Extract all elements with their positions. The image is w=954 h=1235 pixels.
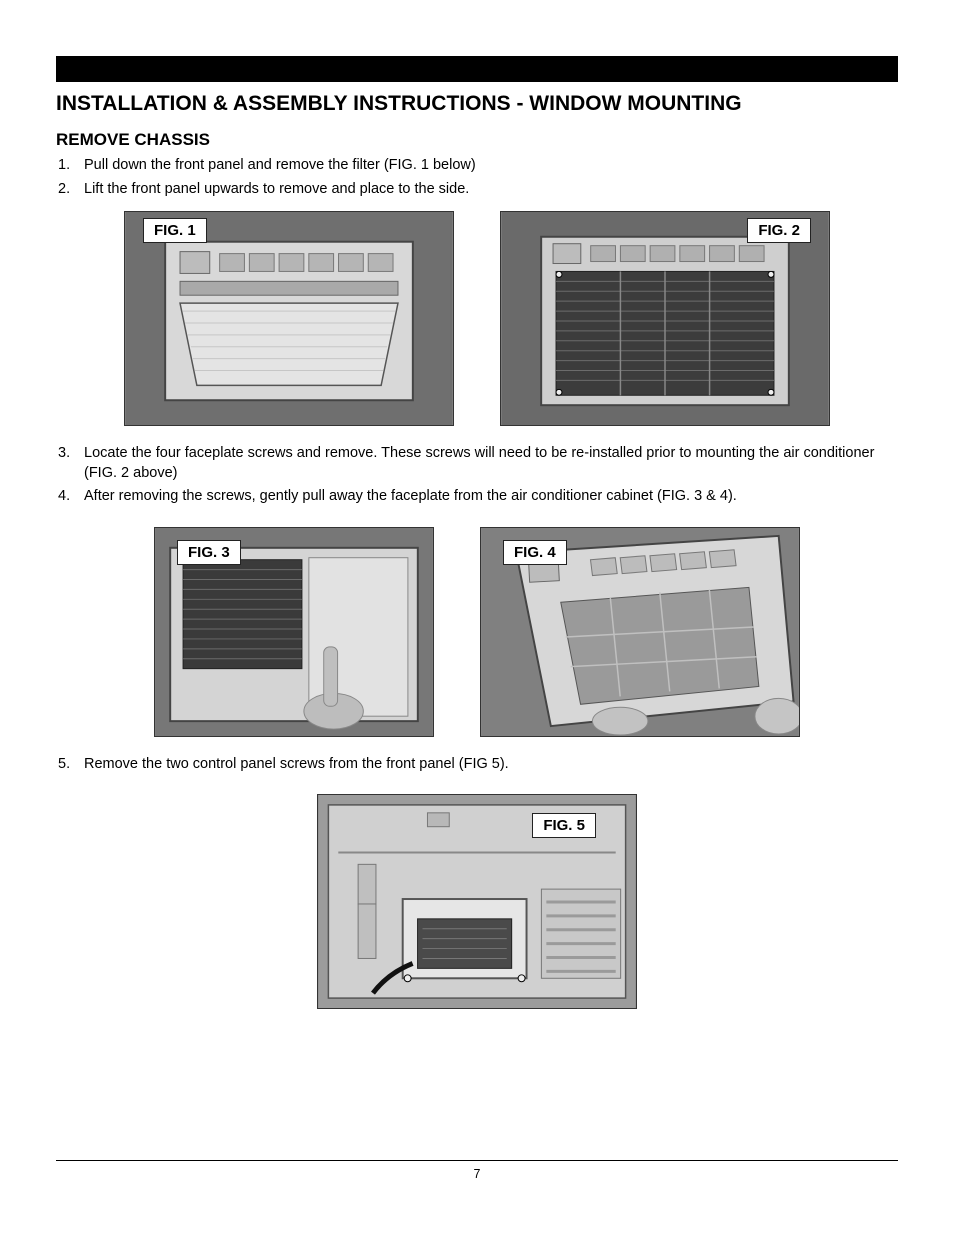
figure-2: FIG. 2	[500, 211, 830, 426]
ac-unit-illustration	[501, 212, 829, 425]
page-number: 7	[474, 1167, 481, 1181]
figure-label: FIG. 2	[747, 218, 811, 243]
step-text: Locate the four faceplate screws and rem…	[84, 444, 898, 483]
figure-5: FIG. 5	[317, 794, 637, 1009]
main-title: INSTALLATION & ASSEMBLY INSTRUCTIONS - W…	[56, 92, 898, 116]
step-item: 2.Lift the front panel upwards to remove…	[56, 180, 898, 200]
page-footer: 7	[56, 1160, 898, 1181]
step-text: Lift the front panel upwards to remove a…	[84, 180, 898, 200]
step-item: 3.Locate the four faceplate screws and r…	[56, 444, 898, 483]
step-number: 4.	[56, 487, 84, 507]
figure-label: FIG. 5	[532, 813, 596, 838]
steps-group-1: 1.Pull down the front panel and remove t…	[56, 156, 898, 199]
header-bar	[56, 56, 898, 82]
step-item: 1.Pull down the front panel and remove t…	[56, 156, 898, 176]
figure-label: FIG. 4	[503, 540, 567, 565]
step-number: 1.	[56, 156, 84, 176]
step-text: Remove the two control panel screws from…	[84, 755, 898, 775]
figure-label: FIG. 3	[177, 540, 241, 565]
figure-3: FIG. 3	[154, 527, 434, 737]
step-text: Pull down the front panel and remove the…	[84, 156, 898, 176]
steps-group-2: 3.Locate the four faceplate screws and r…	[56, 444, 898, 507]
ac-unit-illustration	[125, 212, 453, 425]
step-text: After removing the screws, gently pull a…	[84, 487, 898, 507]
step-item: 4.After removing the screws, gently pull…	[56, 487, 898, 507]
step-item: 5.Remove the two control panel screws fr…	[56, 755, 898, 775]
step-number: 5.	[56, 755, 84, 775]
figure-1: FIG. 1	[124, 211, 454, 426]
sub-title: REMOVE CHASSIS	[56, 130, 898, 150]
step-number: 3.	[56, 444, 84, 483]
figure-4: FIG. 4	[480, 527, 800, 737]
figure-label: FIG. 1	[143, 218, 207, 243]
step-number: 2.	[56, 180, 84, 200]
steps-group-3: 5.Remove the two control panel screws fr…	[56, 755, 898, 775]
